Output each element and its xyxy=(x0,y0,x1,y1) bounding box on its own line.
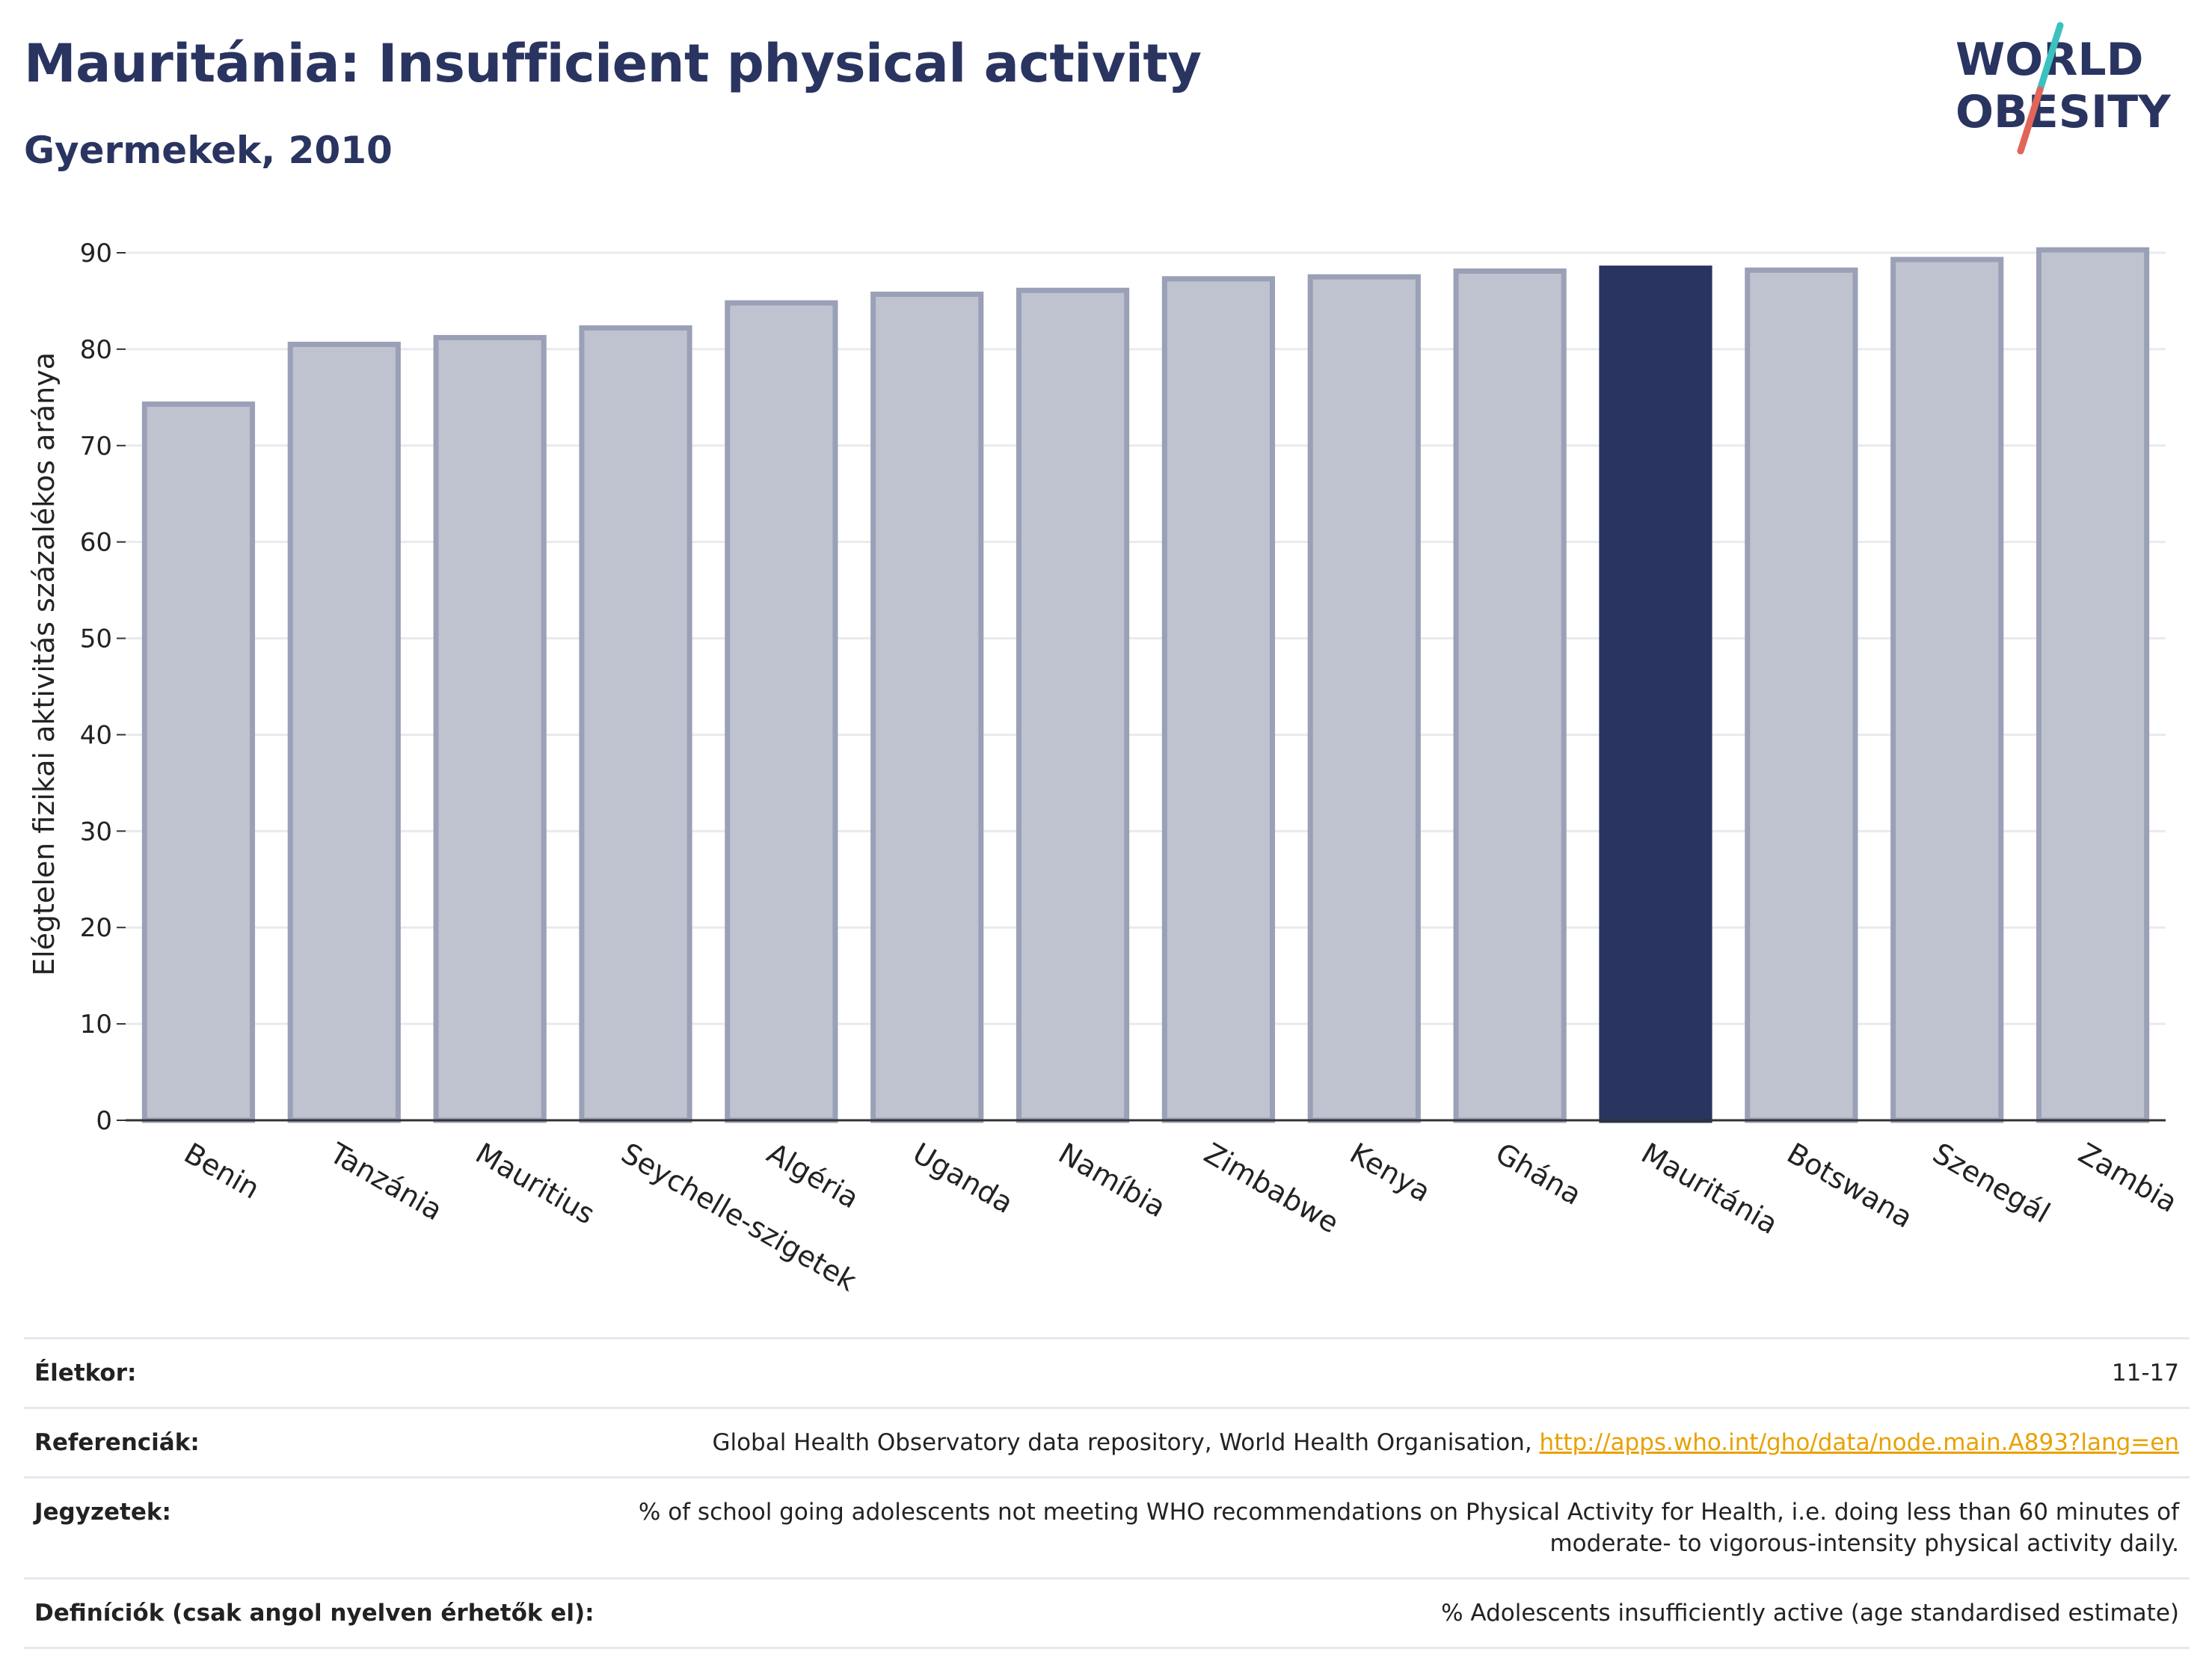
x-tick-label: Zambia xyxy=(2073,1137,2183,1219)
x-tick-label: Mauritánia xyxy=(1636,1137,1784,1241)
y-tick-label: 20 xyxy=(80,913,112,943)
y-tick-label: 30 xyxy=(80,817,112,847)
world-obesity-logo[interactable]: WORLD OBESITY xyxy=(1929,15,2206,165)
bar-nam-bia[interactable] xyxy=(1016,287,1130,1123)
x-tick-label: Ghána xyxy=(1490,1137,1588,1212)
y-tick-label: 10 xyxy=(80,1010,112,1040)
x-tick-label: Kenya xyxy=(1345,1137,1437,1209)
bar-szeneg-l[interactable] xyxy=(1890,257,2004,1123)
bars xyxy=(141,247,2150,1123)
y-tick-labels: 0 10 20 30 40 50 60 70 80 90 xyxy=(80,239,126,1136)
bar-chart: 0 10 20 30 40 50 60 70 80 90 Benin Tanzánia Mauriti… xyxy=(28,239,2183,1298)
y-axis-label: Elégtelen fizikai aktivitás százalékos a… xyxy=(28,352,61,976)
x-tick-label: Botswana xyxy=(1781,1137,1918,1235)
reference-link[interactable]: http://apps.who.int/gho/data/node.main.A… xyxy=(1539,1429,2179,1456)
bar-seychelle-szigetek[interactable] xyxy=(579,325,692,1123)
x-tick-label: Algéria xyxy=(761,1137,864,1215)
info-table: Életkor: 11-17 Referenciák: Global Healt… xyxy=(24,1337,2190,1649)
x-tick-label: Mauritius xyxy=(470,1137,600,1231)
logo-slash-red xyxy=(2017,86,2044,155)
info-key: Referenciák: xyxy=(34,1429,200,1456)
reference-text: Global Health Observatory data repositor… xyxy=(712,1429,1540,1456)
x-tick-label: Szenegál xyxy=(1927,1137,2056,1230)
y-tick-label: 70 xyxy=(80,432,112,461)
info-value: 11-17 xyxy=(2111,1360,2179,1387)
bar-benin[interactable] xyxy=(141,401,256,1123)
info-value: Global Health Observatory data repositor… xyxy=(605,1408,2190,1478)
y-tick-label: 80 xyxy=(80,335,112,365)
grid-lines xyxy=(126,251,2166,1025)
chart-subtitle: Gyermekek, 2010 xyxy=(24,129,393,172)
bar-zambia[interactable] xyxy=(2036,247,2150,1123)
x-tick-label: Benin xyxy=(179,1137,265,1206)
info-row-references: Referenciák: Global Health Observatory d… xyxy=(24,1407,2190,1478)
bar-gh-na[interactable] xyxy=(1453,268,1567,1123)
x-tick-label: Tanzánia xyxy=(324,1136,448,1226)
y-tick-label: 50 xyxy=(80,624,112,654)
info-value: % of school going adolescents not meetin… xyxy=(638,1499,2179,1557)
info-row-age: Életkor: 11-17 xyxy=(24,1338,2190,1408)
info-key: Definíciók (csak angol nyelven érhetők e… xyxy=(34,1600,595,1627)
bar-uganda[interactable] xyxy=(870,291,984,1123)
bar-zimbabwe[interactable] xyxy=(1161,276,1276,1123)
bar-botswana[interactable] xyxy=(1745,267,1858,1123)
bar-mauritius[interactable] xyxy=(433,334,547,1123)
y-tick-label: 90 xyxy=(80,239,112,268)
x-tick-labels: Benin Tanzánia Mauritius Seychelle-szigetek… xyxy=(179,1136,2183,1298)
bar-alg-ria[interactable] xyxy=(725,300,838,1123)
x-tick-label: Namíbia xyxy=(1053,1137,1171,1224)
info-row-notes: Jegyzetek: % of school going adolescents… xyxy=(24,1477,2190,1579)
y-tick-label: 60 xyxy=(80,528,112,558)
chart-title: Mauritánia: Insufficient physical activi… xyxy=(24,33,1202,94)
bar-maurit-nia[interactable] xyxy=(1599,265,1712,1123)
info-value: % Adolescents insufficiently active (age… xyxy=(1441,1600,2179,1627)
logo-slash-teal xyxy=(2036,22,2064,93)
bar-tanz-nia[interactable] xyxy=(287,341,401,1123)
y-tick-label: 0 xyxy=(96,1106,112,1136)
info-key: Életkor: xyxy=(34,1360,137,1387)
x-tick-label: Uganda xyxy=(907,1137,1019,1220)
y-tick-label: 40 xyxy=(80,720,112,750)
bar-kenya[interactable] xyxy=(1307,274,1421,1123)
info-row-definitions: Definíciók (csak angol nyelven érhetők e… xyxy=(24,1578,2190,1648)
x-tick-label: Seychelle-szigetek xyxy=(616,1137,862,1298)
logo-word-obesity: OBESITY xyxy=(1956,86,2172,138)
x-tick-label: Zimbabwe xyxy=(1199,1137,1345,1240)
info-key: Jegyzetek: xyxy=(34,1499,171,1526)
